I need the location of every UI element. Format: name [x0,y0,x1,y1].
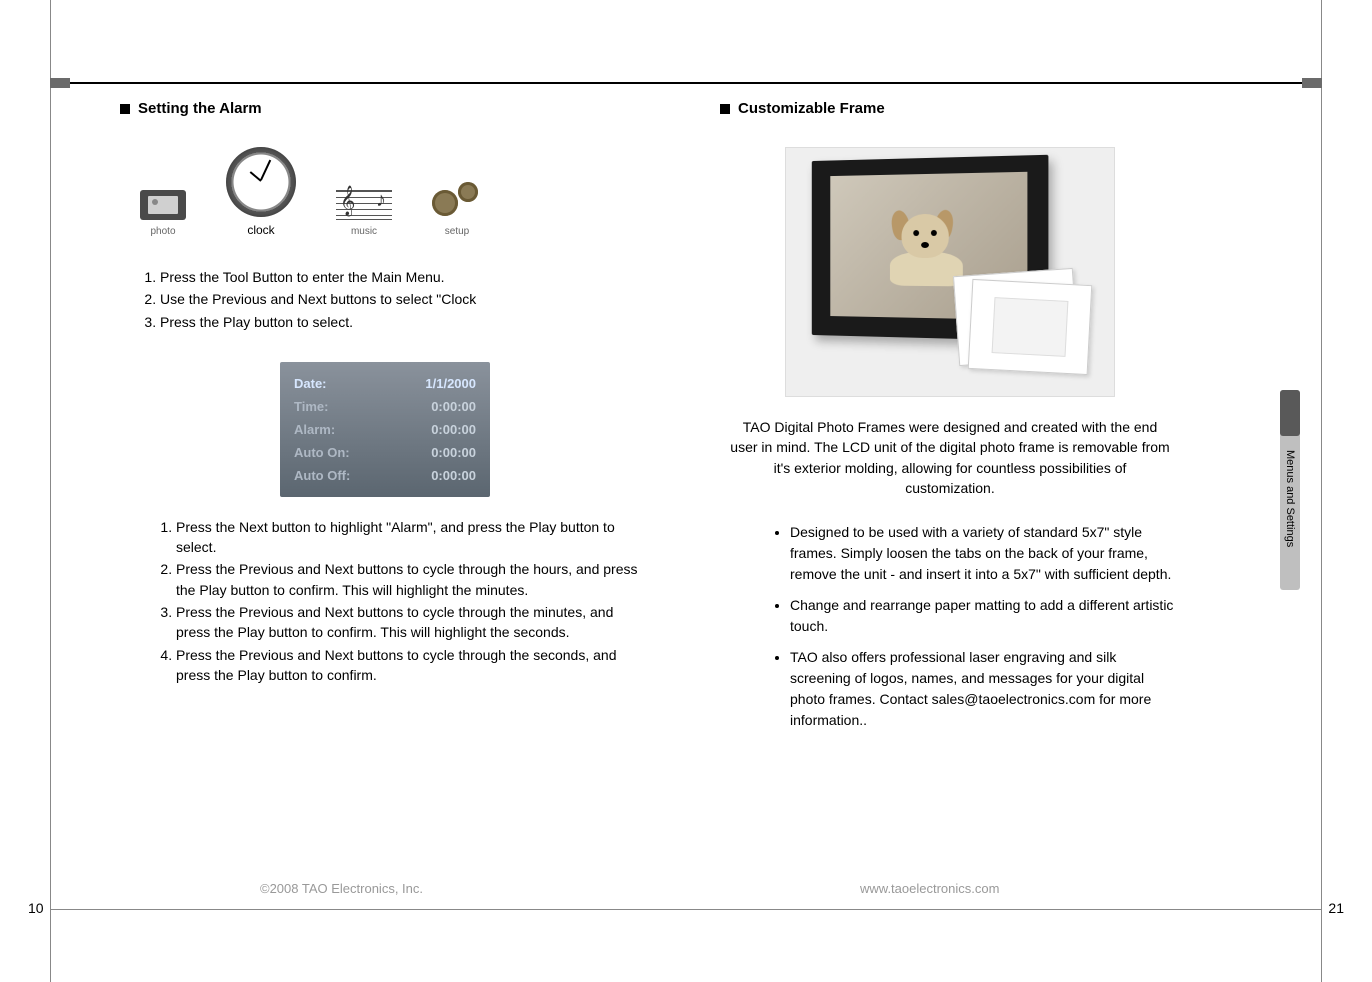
steps-list-2: Press the Next button to highlight "Alar… [150,517,650,685]
bottom-rule [50,909,1322,910]
setup-icon [432,180,482,220]
page-number-right: 21 [1328,900,1344,916]
menu-music: music [336,190,392,237]
section-tab: Menus and Settings [1280,390,1300,590]
menu-photo: photo [140,190,186,237]
list-item: Press the Play button to select. [160,312,650,332]
settings-value: 0:00:00 [431,422,476,437]
heading-left: Setting the Alarm [120,100,650,117]
settings-value: 0:00:00 [431,399,476,414]
right-page: Customizable Frame TAO Digit [720,100,1180,872]
clock-icon [226,147,296,217]
settings-key: Time: [294,399,328,414]
settings-row: Alarm: 0:00:00 [294,418,476,441]
left-margin-rule [50,0,51,982]
list-item: Change and rearrange paper matting to ad… [790,595,1180,637]
steps-list-1: Press the Tool Button to enter the Main … [138,267,650,332]
bullet-square-icon [120,104,130,114]
menu-clock: clock [226,147,296,237]
top-rule [50,82,1322,84]
footer-url: www.taoelectronics.com [860,881,999,896]
manual-page-spread: Menus and Settings Setting the Alarm pho… [0,0,1372,982]
settings-key: Date: [294,376,327,391]
settings-key: Auto Off: [294,468,350,483]
settings-value: 0:00:00 [431,445,476,460]
right-margin-rule [1321,0,1322,982]
heading-right: Customizable Frame [720,100,1180,117]
footer-copyright: ©2008 TAO Electronics, Inc. [260,881,423,896]
settings-value: 0:00:00 [431,468,476,483]
list-item: Use the Previous and Next buttons to sel… [160,289,650,309]
clock-caption: clock [247,223,274,237]
photo-caption: photo [150,226,175,237]
settings-key: Alarm: [294,422,335,437]
settings-row: Auto On: 0:00:00 [294,441,476,464]
left-page: Setting the Alarm photo clock music setu… [120,100,650,872]
settings-row: Auto Off: 0:00:00 [294,464,476,487]
list-item: Designed to be used with a variety of st… [790,522,1180,585]
list-item: Press the Next button to highlight "Alar… [176,517,650,558]
heading-right-text: Customizable Frame [738,100,885,117]
list-item: Press the Tool Button to enter the Main … [160,267,650,287]
paper-mats [956,272,1096,382]
music-icon [336,190,392,220]
settings-key: Auto On: [294,445,350,460]
heading-left-text: Setting the Alarm [138,100,262,117]
product-photo [785,147,1115,397]
photo-icon [140,190,186,220]
list-item: Press the Previous and Next buttons to c… [176,645,650,686]
menu-setup: setup [432,180,482,237]
section-tab-label: Menus and Settings [1284,450,1296,547]
list-item: Press the Previous and Next buttons to c… [176,602,650,643]
menu-icon-row: photo clock music setup [140,147,650,237]
intro-paragraph: TAO Digital Photo Frames were designed a… [728,417,1172,498]
list-item: Press the Previous and Next buttons to c… [176,559,650,600]
settings-row: Date: 1/1/2000 [294,372,476,395]
settings-value: 1/1/2000 [425,376,476,391]
clock-settings-panel: Date: 1/1/2000 Time: 0:00:00 Alarm: 0:00… [280,362,490,497]
bullet-square-icon [720,104,730,114]
page-number-left: 10 [28,900,44,916]
music-caption: music [351,226,377,237]
settings-row: Time: 0:00:00 [294,395,476,418]
feature-bullets: Designed to be used with a variety of st… [770,522,1180,731]
list-item: TAO also offers professional laser engra… [790,647,1180,731]
setup-caption: setup [445,226,469,237]
